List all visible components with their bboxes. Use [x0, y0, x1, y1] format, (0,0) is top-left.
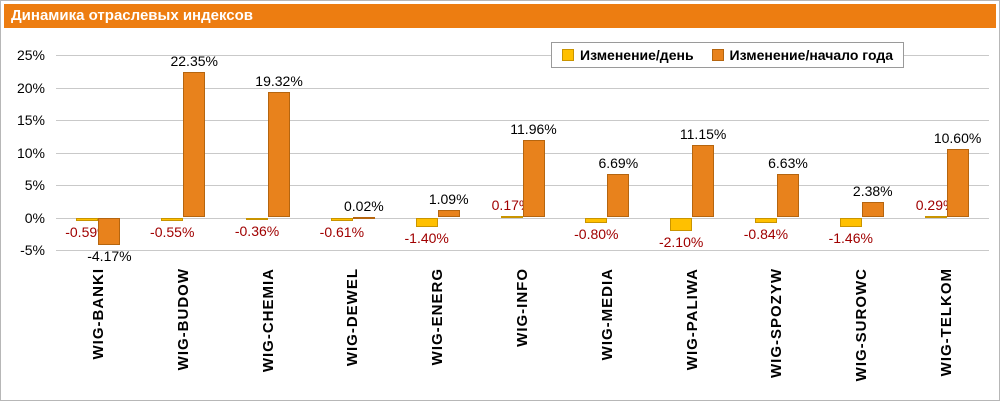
legend-swatch — [711, 49, 724, 61]
category-label: WIG-TELKOM — [904, 268, 989, 400]
bar-ytd — [268, 91, 291, 218]
bar-ytd — [522, 139, 545, 218]
bar-day — [330, 217, 353, 222]
category-label-text: WIG-SUROWC — [853, 268, 871, 382]
category-label: WIG-MEDIA — [565, 268, 650, 400]
bar-ytd — [861, 202, 884, 218]
bar-day — [839, 217, 862, 227]
value-label-day: -0.80% — [574, 225, 619, 242]
bar-day — [415, 217, 438, 227]
category-label: WIG-PALIWA — [650, 268, 735, 400]
chart-title-bar: Динамика отраслевых индексов — [4, 4, 996, 28]
value-label-ytd: 0.02% — [344, 197, 384, 214]
y-axis: 25% 20% 15% 10% 5% 0% -5% — [1, 47, 51, 258]
bar-ytd — [437, 210, 460, 218]
plot-area: -0.59% -0.55% -0.36% -0.61% -1.40% 0.17% -0.80… — [56, 53, 989, 264]
y-axis-label: -5% — [20, 242, 45, 258]
value-label-ytd: 10.60% — [933, 129, 982, 146]
bar-day — [585, 217, 608, 223]
category-label-text: WIG-ENERG — [429, 268, 447, 366]
bar-day — [246, 217, 269, 220]
category-label: WIG-BANKI — [56, 268, 141, 400]
bar-day — [161, 217, 184, 222]
value-label-day: -0.61% — [319, 224, 365, 241]
legend-swatch — [562, 49, 575, 61]
gridline — [56, 55, 989, 56]
category-label-text: WIG-SPOZYW — [768, 268, 786, 378]
value-label-ytd: 6.63% — [768, 155, 808, 172]
category-label-text: WIG-MEDIA — [598, 268, 616, 361]
category-label-text: WIG-DEWEL — [344, 268, 362, 367]
legend-label: Изменение/начало года — [729, 47, 893, 63]
bar-ytd — [607, 174, 630, 218]
y-axis-label: 25% — [16, 47, 45, 63]
bar-ytd — [946, 148, 969, 218]
category-label: WIG-ENERG — [395, 268, 480, 400]
category-label-text: WIG-INFO — [513, 268, 531, 347]
category-label: WIG-DEWEL — [310, 268, 395, 400]
category-label-text: WIG-BANKI — [89, 268, 107, 360]
bar-day — [924, 215, 947, 218]
category-label: WIG-CHEMIA — [226, 268, 311, 400]
legend-item: Изменение/день — [562, 47, 694, 63]
category-label-text: WIG-TELKOM — [938, 268, 956, 377]
bar-ytd — [98, 217, 121, 245]
y-axis-label: 15% — [16, 112, 45, 128]
bar-ytd — [692, 145, 715, 218]
y-axis-label: 10% — [16, 144, 45, 161]
legend-label: Изменение/день — [580, 47, 694, 63]
category-label-text: WIG-PALIWA — [683, 268, 701, 371]
value-label-day: -0.84% — [743, 225, 789, 242]
value-label-ytd: 22.35% — [170, 53, 218, 70]
value-label-day: -1.40% — [404, 229, 449, 246]
category-label: WIG-INFO — [480, 268, 565, 400]
value-label-ytd: -4.17% — [87, 247, 132, 264]
gridline — [56, 87, 989, 89]
bar-ytd — [183, 72, 206, 218]
value-label-ytd: 11.15% — [679, 126, 727, 143]
gridline — [56, 120, 989, 121]
value-label-ytd: 6.69% — [598, 155, 639, 171]
category-label-text: WIG-CHEMIA — [259, 268, 277, 373]
value-label-day: -1.46% — [828, 229, 873, 246]
value-label-ytd: 19.32% — [255, 72, 303, 89]
value-label-ytd: 2.38% — [852, 183, 893, 200]
value-label-day: 0.17% — [491, 197, 532, 214]
value-label-day: -0.36% — [234, 222, 280, 239]
value-label-day: -0.55% — [150, 224, 195, 241]
legend-item: Изменение/начало года — [711, 47, 893, 63]
value-label-day: 0.29% — [915, 196, 956, 213]
y-axis-label: 5% — [24, 177, 45, 193]
category-label: WIG-BUDOW — [141, 268, 226, 400]
bar-day — [670, 217, 693, 232]
value-label-day: -2.10% — [658, 234, 704, 251]
value-label-ytd: 11.96% — [510, 120, 557, 137]
legend: Изменение/день Изменение/начало года — [551, 42, 904, 68]
y-axis-label: 0% — [24, 209, 45, 226]
gridline — [56, 250, 989, 251]
bar-ytd — [352, 216, 375, 219]
bar-ytd — [776, 174, 799, 218]
y-axis-label: 20% — [16, 79, 45, 96]
category-label: WIG-SUROWC — [819, 268, 904, 400]
bar-day — [500, 216, 523, 219]
bar-day — [76, 217, 99, 222]
category-label: WIG-SPOZYW — [735, 268, 820, 400]
bar-day — [754, 217, 777, 223]
category-label-text: WIG-BUDOW — [174, 268, 192, 371]
gridline — [56, 217, 989, 219]
chart-title: Динамика отраслевых индексов — [11, 7, 254, 24]
chart-region: Изменение/день Изменение/начало года 25% 2… — [1, 28, 999, 400]
x-axis: WIG-BANKI WIG-BUDOW WIG-CHEMIA WIG-DEWEL WIG… — [56, 250, 989, 400]
value-label-ytd: 1.09% — [428, 191, 469, 208]
